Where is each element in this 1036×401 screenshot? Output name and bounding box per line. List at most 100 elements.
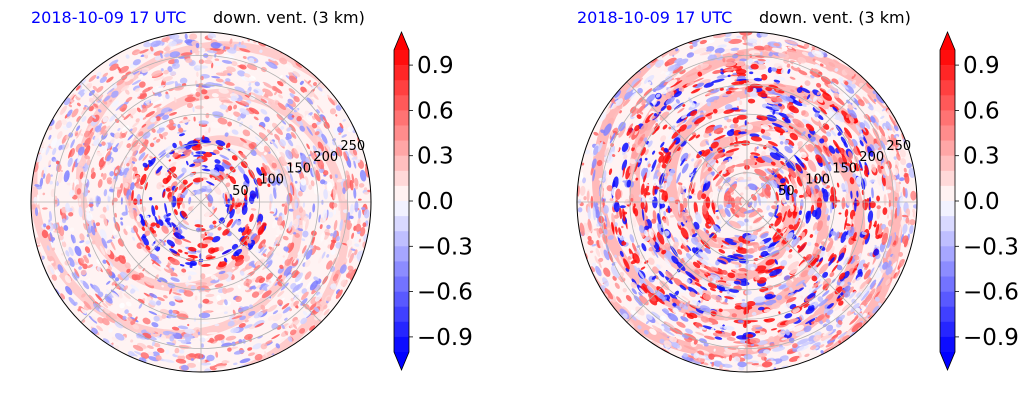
field-cell bbox=[348, 252, 355, 264]
field-cell bbox=[195, 51, 200, 56]
field-cell bbox=[753, 45, 766, 51]
field-cell bbox=[262, 263, 269, 271]
field-cell bbox=[277, 215, 283, 226]
field-cell bbox=[189, 33, 198, 40]
field-cell bbox=[222, 49, 227, 52]
field-cell bbox=[111, 336, 119, 342]
field-cell bbox=[130, 339, 134, 343]
field-cell bbox=[35, 237, 41, 245]
field-cell bbox=[102, 130, 108, 137]
field-cell bbox=[179, 153, 191, 159]
field-cell bbox=[255, 142, 259, 145]
field-cell bbox=[221, 249, 232, 255]
field-cell bbox=[134, 274, 141, 281]
field-cell bbox=[232, 363, 238, 368]
field-cell bbox=[241, 76, 252, 82]
field-cell bbox=[127, 317, 133, 322]
field-cell bbox=[299, 125, 306, 132]
field-cell bbox=[267, 247, 275, 257]
field-cell bbox=[239, 48, 251, 53]
field-cell bbox=[299, 224, 303, 229]
field-cell bbox=[168, 301, 176, 307]
field-cell bbox=[179, 264, 185, 267]
field-cell bbox=[173, 232, 183, 240]
field-cell bbox=[68, 296, 76, 306]
field-cell bbox=[223, 45, 226, 51]
field-cell bbox=[159, 264, 170, 270]
field-cell bbox=[354, 177, 359, 187]
field-cell bbox=[224, 132, 229, 137]
field-cell bbox=[366, 189, 371, 193]
colorbar-segment bbox=[940, 231, 955, 247]
field-cell bbox=[148, 310, 158, 316]
field-cell bbox=[141, 107, 148, 113]
field-cell bbox=[84, 246, 91, 254]
field-cell bbox=[289, 319, 300, 328]
field-cell bbox=[233, 362, 238, 366]
field-cell bbox=[116, 188, 121, 199]
field-cell bbox=[125, 54, 130, 59]
field-cell bbox=[160, 68, 164, 72]
field-cell bbox=[77, 146, 85, 156]
field-cell bbox=[59, 222, 62, 227]
field-cell bbox=[131, 157, 138, 162]
field-cell bbox=[363, 191, 369, 195]
field-cell bbox=[297, 250, 301, 256]
field-cell bbox=[97, 109, 102, 113]
field-cell bbox=[331, 120, 335, 124]
field-cell bbox=[151, 205, 156, 217]
field-cell bbox=[105, 260, 111, 266]
field-cell bbox=[326, 296, 332, 302]
field-cell bbox=[231, 267, 235, 270]
field-cell bbox=[249, 285, 256, 290]
field-cell bbox=[239, 270, 245, 276]
field-cell bbox=[238, 323, 246, 328]
field-layer bbox=[31, 32, 371, 372]
field-cell bbox=[141, 123, 147, 128]
field-cell bbox=[267, 183, 271, 188]
field-cell bbox=[248, 310, 256, 317]
field-cell bbox=[261, 290, 272, 299]
field-cell bbox=[214, 365, 227, 369]
field-cell bbox=[77, 102, 81, 107]
field-cell bbox=[313, 150, 318, 158]
field-cell bbox=[262, 81, 273, 89]
field-cell bbox=[165, 187, 171, 192]
colorbar-segment bbox=[940, 95, 955, 111]
field-cell bbox=[293, 95, 300, 103]
field-cell bbox=[126, 150, 133, 158]
field-cell bbox=[222, 159, 232, 166]
field-cell bbox=[188, 206, 193, 212]
field-cell bbox=[166, 213, 172, 217]
field-cell bbox=[144, 99, 152, 104]
field-cell bbox=[221, 43, 233, 47]
field-cell bbox=[66, 172, 70, 180]
field-cell bbox=[280, 282, 289, 291]
field-cell bbox=[749, 225, 753, 230]
field-cell bbox=[280, 155, 287, 167]
colorbar-tick-label: 0.6 bbox=[417, 98, 454, 124]
colorbar-segment bbox=[394, 50, 409, 66]
field-cell bbox=[269, 139, 274, 144]
field-cell bbox=[631, 288, 637, 295]
field-cell bbox=[61, 119, 68, 125]
field-cell bbox=[174, 154, 182, 160]
field-cell bbox=[324, 232, 331, 236]
field-cell bbox=[149, 142, 155, 148]
field-cell bbox=[236, 43, 247, 49]
field-cell bbox=[34, 207, 39, 217]
field-cell bbox=[316, 302, 322, 307]
field-cell bbox=[88, 74, 97, 82]
field-cell bbox=[240, 227, 246, 233]
field-cell bbox=[333, 209, 337, 215]
field-cell bbox=[140, 173, 147, 186]
field-cell bbox=[339, 122, 344, 129]
field-cell bbox=[190, 358, 194, 361]
field-cell bbox=[50, 242, 54, 249]
field-cell bbox=[104, 295, 113, 304]
field-cell bbox=[107, 92, 112, 96]
polar-grid bbox=[577, 32, 917, 372]
field-cell bbox=[80, 279, 84, 284]
field-cell bbox=[186, 102, 194, 109]
field-cell bbox=[135, 231, 142, 242]
